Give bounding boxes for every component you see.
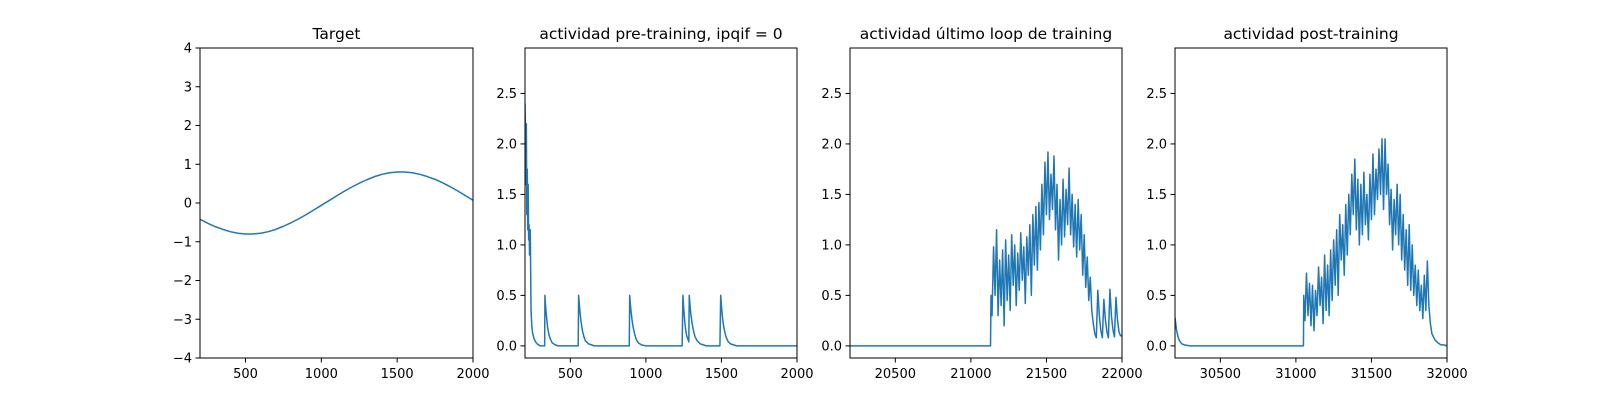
y-tick-label: 1.5	[496, 188, 517, 203]
series-line-2-1	[525, 103, 797, 347]
subplot-3: 20500 21000 21500 22000 0.0 0.5 1.0 1.5 2.0 2.5 ac…	[821, 25, 1142, 382]
x-tick-label: 21500	[1026, 367, 1067, 382]
x-tick-label: 1000	[305, 367, 338, 382]
x-tick-label: 2000	[456, 367, 489, 382]
x-tick-label: 1500	[381, 367, 414, 382]
y-tick-label: 1.5	[1146, 188, 1167, 203]
y-tick-label: 2.0	[496, 137, 517, 152]
y-tick-label: −2	[173, 274, 192, 289]
y-tick-label: −1	[173, 235, 192, 250]
subplot-2: 500 1000 1500 2000 0.0 0.5 1.0 1.5 2.0 2.5 activid…	[496, 25, 813, 382]
x-tick-label: 32000	[1426, 367, 1467, 382]
subplot-title-2: actividad pre-training, ipqif = 0	[539, 25, 782, 43]
x-tick-label: 500	[558, 367, 583, 382]
subplot-title-3: actividad último loop de training	[860, 25, 1112, 43]
y-tick-label: 2	[184, 119, 192, 134]
y-tick-label: 2.5	[496, 87, 517, 102]
subplot-1: 500 1000 1500 2000 −4 −3 −2 −1 0 1 2 3 4 Target	[173, 25, 490, 382]
y-tick-label: 0.0	[1146, 339, 1167, 354]
y-tick-label: 0.5	[496, 289, 517, 304]
y-tick-label: 2.5	[821, 87, 842, 102]
y-tick-label: −4	[173, 352, 192, 367]
axes-frame-4	[1174, 47, 1448, 359]
y-tick-label: 3	[184, 80, 192, 95]
series-line-3-1	[850, 151, 1122, 347]
subplot-4: 30500 31000 31500 32000 0.0 0.5 1.0 1.5 2.0 2.5 ac…	[1146, 25, 1467, 382]
y-tick-label: 0	[184, 197, 192, 212]
x-tick-label: 31500	[1351, 367, 1392, 382]
y-tick-label: 1.0	[1146, 238, 1167, 253]
x-tick-label: 500	[233, 367, 258, 382]
y-tick-label: −3	[173, 313, 192, 328]
x-tick-label: 20500	[875, 367, 916, 382]
y-tick-label: 4	[184, 42, 192, 57]
x-tick-label: 21000	[950, 367, 991, 382]
y-tick-label: 0.5	[1146, 289, 1167, 304]
series-line-1-1	[200, 171, 473, 235]
y-tick-label: 2.0	[821, 137, 842, 152]
x-tick-label: 30500	[1200, 367, 1241, 382]
subplot-title-4: actividad post-training	[1223, 25, 1398, 43]
x-tick-label: 1500	[705, 367, 738, 382]
y-tick-label: 2.0	[1146, 137, 1167, 152]
y-tick-label: 1.5	[821, 188, 842, 203]
y-tick-label: 1.0	[496, 238, 517, 253]
subplot-title-1: Target	[312, 25, 361, 43]
x-tick-label: 31000	[1275, 367, 1316, 382]
x-tick-label: 2000	[780, 367, 813, 382]
y-tick-label: 0.5	[821, 289, 842, 304]
y-tick-label: 2.5	[1146, 87, 1167, 102]
x-tick-label: 22000	[1101, 367, 1142, 382]
axes-frame-2	[524, 47, 798, 359]
x-tick-label: 1000	[629, 367, 662, 382]
y-tick-label: 0.0	[821, 339, 842, 354]
axes-frame-3	[849, 47, 1123, 359]
y-tick-label: 1	[184, 158, 192, 173]
series-line-4-1	[1175, 138, 1447, 347]
y-tick-label: 0.0	[496, 339, 517, 354]
y-tick-label: 1.0	[821, 238, 842, 253]
